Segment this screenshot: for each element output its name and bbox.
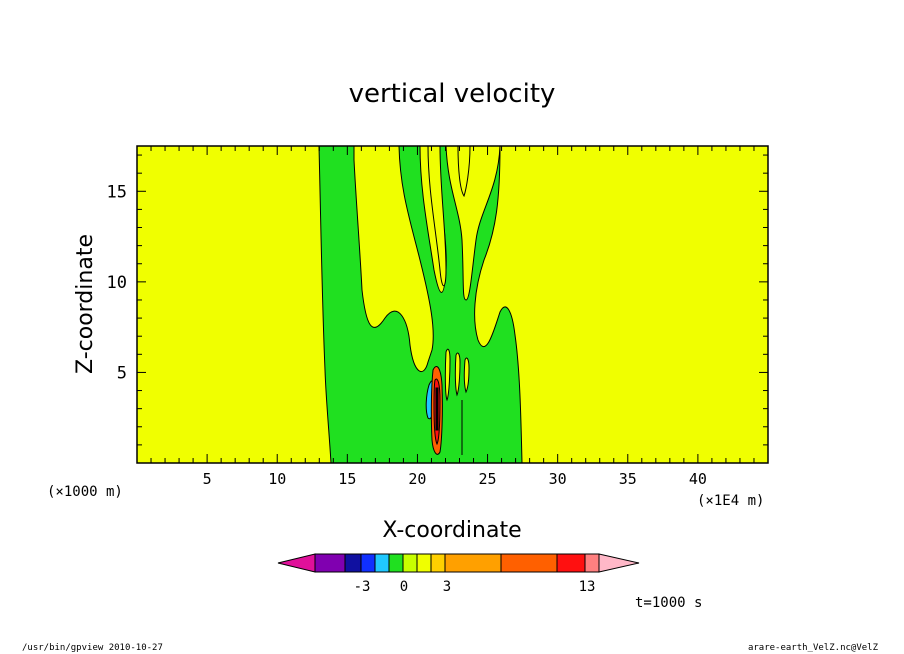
colorbar-segment — [360, 553, 376, 573]
y-tick-label: 10 — [107, 273, 127, 293]
colorbar-segment — [314, 553, 346, 573]
colorbar-segment — [277, 553, 316, 573]
x-unit-right: (×1E4 m) — [697, 493, 764, 509]
inner-level-lobe — [463, 357, 470, 394]
plot-frame — [136, 145, 769, 464]
colorbar-segment — [430, 553, 446, 573]
colorbar-segment — [444, 553, 502, 573]
x-axis: 5 10 15 20 25 30 35 40 — [150, 146, 755, 488]
x-tick-label: 25 — [479, 470, 497, 488]
x-tick-label: 10 — [268, 470, 286, 488]
colorbar-segment — [598, 553, 640, 573]
colorbar-segment — [388, 553, 404, 573]
inner-level-lobe — [427, 145, 447, 287]
y-axis: 5 10 15 — [107, 154, 768, 446]
strong-updraft-core — [435, 387, 439, 431]
x-tick-label: 35 — [619, 470, 637, 488]
footer-right: arare-earth_VelZ.nc@VelZ — [748, 643, 879, 653]
x-tick-label: 5 — [203, 470, 212, 488]
y-tick-label: 5 — [117, 363, 127, 383]
x-tick-label: 15 — [338, 470, 356, 488]
colorbar-label: 13 — [579, 579, 596, 595]
inner-level-lobe — [457, 145, 471, 198]
colorbar-segment — [500, 553, 558, 573]
x-tick-label: 20 — [408, 470, 426, 488]
colorbar-segment — [556, 553, 586, 573]
colorbar-labels: -3 0 3 13 — [354, 579, 596, 595]
y-axis-label: Z-coordinate — [73, 234, 98, 374]
colorbar-segment — [344, 553, 362, 573]
x-tick-label: 30 — [549, 470, 567, 488]
y-tick-label: 15 — [107, 182, 127, 202]
time-label: t=1000 s — [635, 595, 702, 611]
footer-left: /usr/bin/gpview 2010-10-27 — [22, 643, 163, 653]
x-tick-label: 40 — [689, 470, 707, 488]
x-axis-label: X-coordinate — [382, 518, 521, 543]
inner-level-lobe — [444, 348, 451, 402]
colorbar-label: 3 — [443, 579, 451, 595]
colorbar-segment — [584, 553, 600, 573]
colorbar-label: 0 — [400, 579, 408, 595]
colorbar-segment — [402, 553, 418, 573]
colorbar-segment — [374, 553, 390, 573]
inner-level-lobe — [454, 352, 461, 397]
colorbar-label: -3 — [354, 579, 371, 595]
colorbar — [277, 553, 640, 573]
x-unit-left: (×1000 m) — [47, 484, 123, 500]
chart-title: vertical velocity — [349, 79, 556, 109]
colorbar-segment — [416, 553, 432, 573]
updraft-contour-region — [318, 145, 523, 464]
